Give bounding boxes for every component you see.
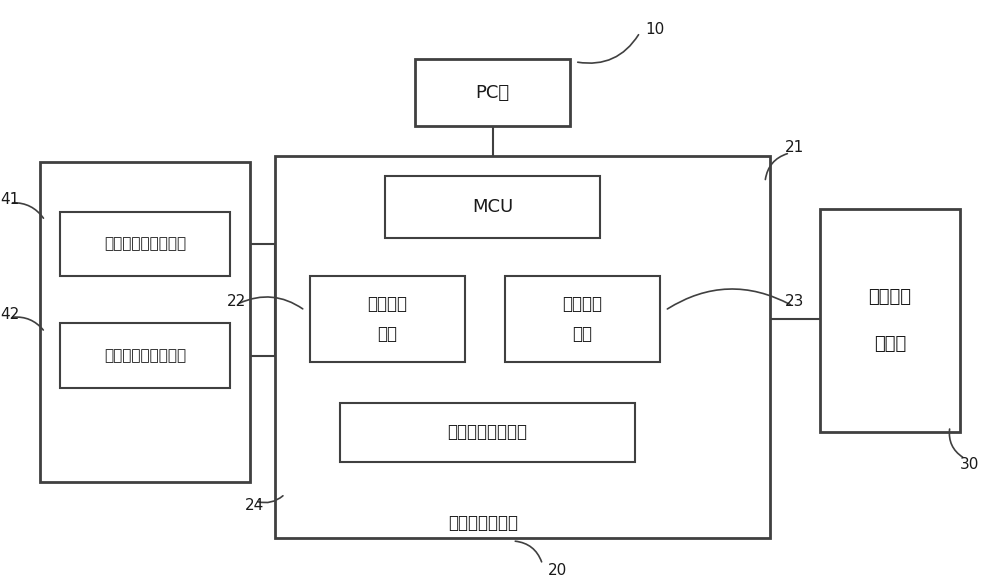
Text: 24: 24 — [245, 498, 264, 513]
Text: 第一直流可编程电源: 第一直流可编程电源 — [104, 236, 186, 252]
Text: 41: 41 — [0, 192, 19, 208]
Text: 23: 23 — [785, 294, 804, 309]
Bar — [60, 323, 230, 388]
Text: 10: 10 — [645, 22, 664, 37]
Text: 21: 21 — [785, 139, 804, 155]
Text: 自动测试主控板: 自动测试主控板 — [448, 514, 518, 532]
Bar — [385, 176, 600, 238]
Bar — [60, 212, 230, 276]
Bar — [820, 209, 960, 432]
Text: MCU: MCU — [472, 198, 513, 216]
Text: 第二直流可编程电源: 第二直流可编程电源 — [104, 348, 186, 363]
Text: 均衡模块: 均衡模块 — [868, 288, 911, 306]
Text: 42: 42 — [0, 307, 19, 322]
Text: 模块: 模块 — [378, 325, 398, 343]
Bar — [275, 156, 770, 538]
Text: 成组板: 成组板 — [874, 335, 906, 353]
Text: 电流测试: 电流测试 — [368, 295, 408, 313]
Text: 模块: 模块 — [572, 325, 592, 343]
Text: 22: 22 — [227, 294, 246, 309]
Bar — [40, 162, 250, 482]
Bar — [340, 403, 635, 462]
Bar — [310, 276, 465, 362]
Text: 30: 30 — [960, 457, 979, 472]
Text: PC机: PC机 — [475, 83, 510, 102]
Text: 电压测试: 电压测试 — [562, 295, 602, 313]
Text: 20: 20 — [548, 563, 567, 578]
Bar — [505, 276, 660, 362]
Bar — [415, 59, 570, 126]
Text: 参数测试切换模块: 参数测试切换模块 — [448, 423, 528, 441]
